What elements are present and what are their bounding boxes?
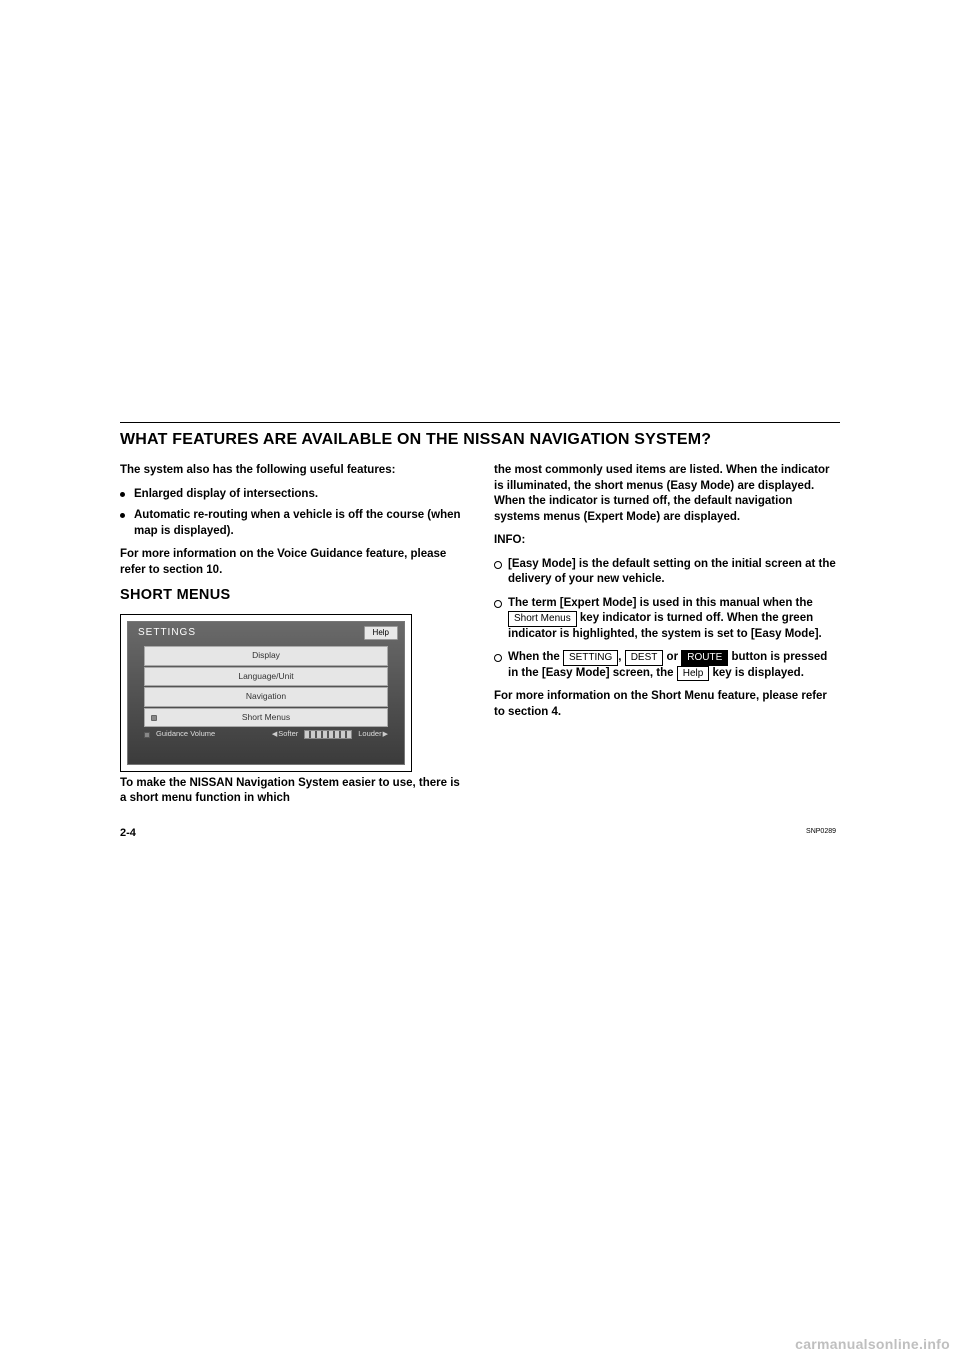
closing-note: For more information on the Short Menu f…: [494, 689, 840, 720]
softer-label: Softer: [272, 729, 298, 739]
list-item: Enlarged display of intersections.: [120, 487, 466, 503]
menu-list: Display Language/Unit Navigation Short M…: [144, 646, 388, 727]
screenshot-header: SETTINGS Help: [128, 622, 404, 641]
text: When the: [508, 651, 563, 663]
louder-label: Louder: [358, 729, 388, 739]
list-item: The term [Expert Mode] is used in this m…: [494, 596, 840, 643]
settings-screenshot: SETTINGS Help Display Language/Unit Navi…: [120, 614, 412, 772]
setting-key: SETTING: [563, 650, 618, 666]
page-number: 2-4: [120, 827, 840, 839]
text: or: [663, 651, 681, 663]
page-content: WHAT FEATURES ARE AVAILABLE ON THE NISSA…: [120, 400, 840, 839]
screenshot-code: SNP0289: [806, 827, 836, 836]
volume-bar-icon: [304, 730, 352, 739]
right-para1: the most commonly used items are listed.…: [494, 463, 840, 525]
page-title: WHAT FEATURES ARE AVAILABLE ON THE NISSA…: [120, 431, 840, 449]
columns: The system also has the following useful…: [120, 463, 840, 815]
volume-row: Guidance Volume Softer Louder: [144, 729, 388, 739]
right-column: the most commonly used items are listed.…: [494, 463, 840, 815]
short-menus-heading: SHORT MENUS: [120, 586, 466, 606]
menu-item-short-menus: Short Menus: [144, 708, 388, 727]
menu-label: Short Menus: [242, 712, 290, 722]
list-item: When the SETTING, DEST or ROUTE button i…: [494, 650, 840, 681]
watermark: carmanualsonline.info: [795, 1336, 950, 1352]
intro-text: The system also has the following useful…: [120, 463, 466, 479]
list-item: Automatic re-routing when a vehicle is o…: [120, 508, 466, 539]
info-list: [Easy Mode] is the default setting on th…: [494, 557, 840, 682]
text: key is displayed.: [709, 667, 804, 679]
screenshot-inner: SETTINGS Help Display Language/Unit Navi…: [127, 621, 405, 765]
short-menus-key: Short Menus: [508, 611, 577, 627]
list-item: [Easy Mode] is the default setting on th…: [494, 557, 840, 588]
voice-guidance-note: For more information on the Voice Guidan…: [120, 547, 466, 578]
help-button: Help: [364, 626, 398, 641]
left-column: The system also has the following useful…: [120, 463, 466, 815]
indicator-dot-icon: [151, 715, 157, 721]
screenshot-caption: To make the NISSAN Navigation System eas…: [120, 776, 466, 807]
menu-item-display: Display: [144, 646, 388, 665]
menu-item-navigation: Navigation: [144, 687, 388, 706]
text: The term [Expert Mode] is used in this m…: [508, 597, 813, 609]
dest-key: DEST: [625, 650, 664, 666]
feature-list: Enlarged display of intersections. Autom…: [120, 487, 466, 540]
screenshot-title: SETTINGS: [138, 626, 196, 640]
menu-item-language: Language/Unit: [144, 667, 388, 686]
top-rule: [120, 422, 840, 423]
volume-label: Guidance Volume: [156, 729, 215, 739]
route-key: ROUTE: [681, 650, 728, 666]
info-label: INFO:: [494, 533, 840, 549]
volume-indicator-icon: [144, 732, 150, 738]
help-key: Help: [677, 666, 710, 682]
